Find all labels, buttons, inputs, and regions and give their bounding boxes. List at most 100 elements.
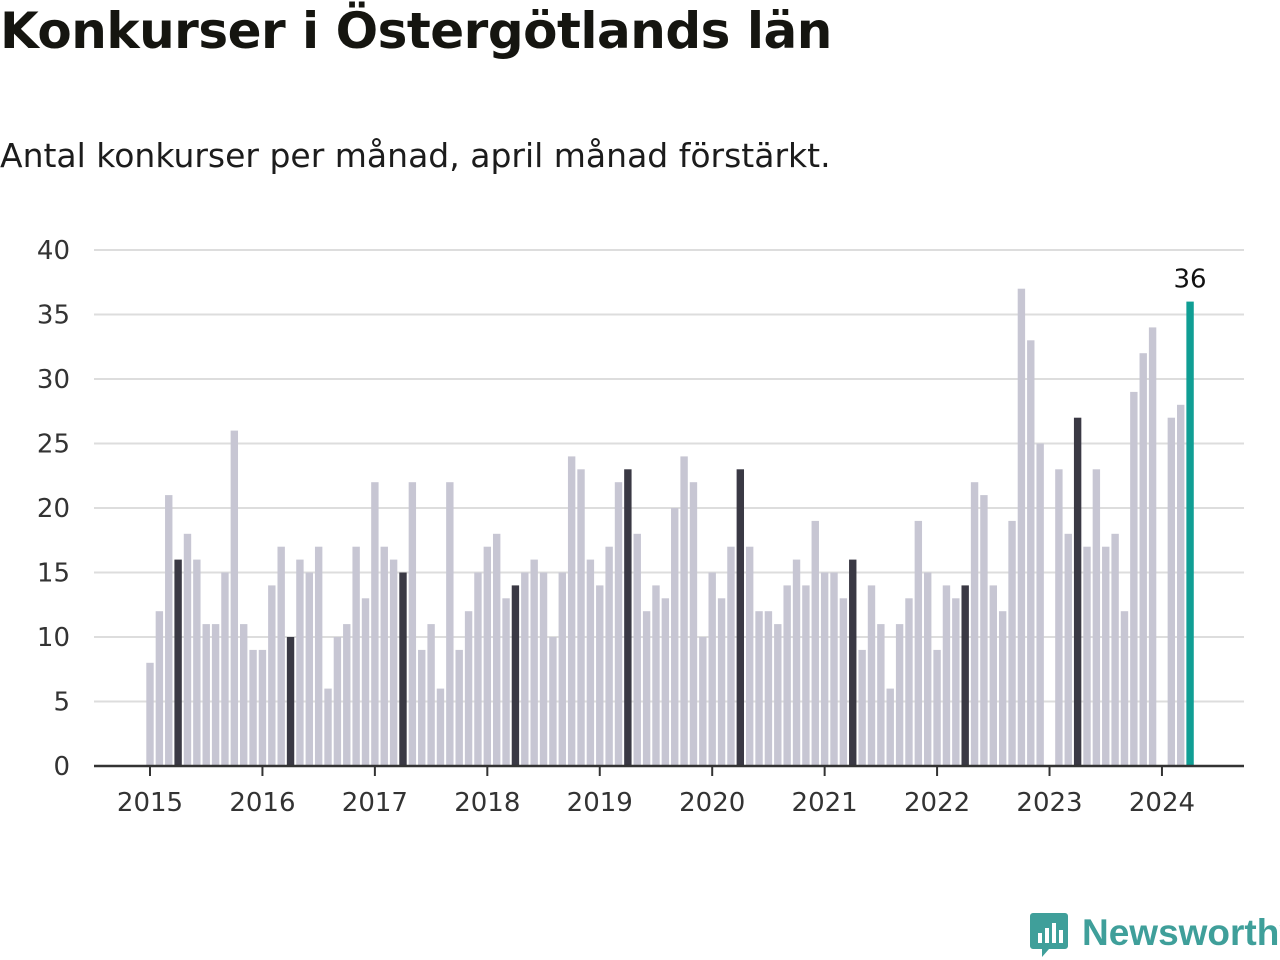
chart-subtitle: Antal konkurser per månad, april månad f…	[0, 136, 831, 175]
bar	[998, 611, 1007, 766]
bar	[1027, 340, 1035, 766]
bar	[1008, 520, 1016, 766]
bar	[1073, 417, 1082, 766]
y-tick-label: 25	[37, 430, 70, 460]
bar	[193, 559, 201, 766]
bar	[633, 533, 641, 766]
x-tick-label: 2023	[1016, 788, 1082, 818]
bar	[464, 611, 473, 766]
bar	[914, 520, 923, 766]
bar	[924, 572, 932, 766]
bar	[895, 624, 904, 766]
bar	[642, 611, 651, 766]
bar	[427, 624, 435, 766]
bar	[483, 546, 492, 766]
bar	[389, 559, 398, 766]
bar	[1186, 301, 1194, 766]
x-tick-label: 2022	[904, 788, 970, 818]
bar	[661, 598, 670, 766]
bar	[1083, 546, 1091, 766]
bar	[811, 520, 819, 766]
bar	[352, 546, 360, 766]
bar	[717, 598, 726, 766]
x-tick-label: 2024	[1129, 788, 1195, 818]
bar	[849, 559, 857, 766]
bar	[680, 456, 688, 766]
bar	[549, 637, 557, 766]
bar	[699, 637, 707, 766]
bar	[446, 482, 454, 766]
bar	[399, 572, 407, 766]
x-tick-label: 2017	[342, 788, 408, 818]
bar	[839, 598, 848, 766]
bar	[230, 430, 239, 766]
bar	[380, 546, 388, 766]
bar	[961, 585, 969, 766]
bar	[277, 546, 285, 766]
bar	[408, 482, 417, 766]
bar	[671, 508, 679, 766]
x-tick-label: 2016	[229, 788, 295, 818]
y-tick-label: 5	[53, 688, 70, 718]
y-tick-label: 30	[37, 365, 70, 395]
bar	[1064, 533, 1072, 766]
bar	[146, 662, 154, 766]
bar	[933, 649, 941, 766]
x-tick-label: 2021	[792, 788, 858, 818]
y-tick-label: 40	[37, 236, 70, 266]
bar	[820, 572, 829, 766]
bar	[586, 559, 595, 766]
bar	[165, 495, 173, 766]
bar	[755, 611, 763, 766]
bar	[474, 572, 482, 766]
bar	[1167, 417, 1176, 766]
bar	[286, 637, 295, 766]
y-tick-label: 10	[37, 623, 70, 653]
bar	[774, 624, 782, 766]
bar	[952, 598, 960, 766]
bar	[624, 469, 632, 766]
bar	[736, 469, 745, 766]
bar	[183, 533, 192, 766]
x-tick-label: 2015	[117, 788, 183, 818]
bar	[249, 649, 257, 766]
bar	[1111, 533, 1119, 766]
x-tick-label: 2020	[679, 788, 745, 818]
bar	[1139, 353, 1147, 766]
y-tick-label: 15	[37, 559, 70, 589]
bar	[614, 482, 623, 766]
bar	[989, 585, 997, 766]
bar	[727, 546, 735, 766]
bar	[1120, 611, 1129, 766]
bar	[418, 649, 426, 766]
bar	[202, 624, 210, 766]
bar	[942, 585, 951, 766]
bar-chart: 0 5 10 15 20 25 30 35 40 36 2015 2016 2017 2018 2019 20…	[37, 236, 1244, 818]
bar	[652, 585, 660, 766]
y-tick-label: 35	[37, 301, 70, 331]
bar	[858, 649, 866, 766]
bar	[783, 585, 791, 766]
bar	[980, 495, 988, 766]
bar	[492, 533, 501, 766]
bar	[324, 688, 332, 766]
bar	[867, 585, 876, 766]
bar	[1130, 391, 1138, 766]
newsworthy-brand: Newsworthy	[1030, 906, 1280, 960]
x-tick-label: 2019	[567, 788, 633, 818]
bar	[689, 482, 698, 766]
bar	[333, 637, 342, 766]
bar	[605, 546, 613, 766]
bar	[577, 469, 585, 766]
bar	[521, 572, 529, 766]
data-label: 36	[1174, 265, 1207, 295]
bar	[305, 572, 313, 766]
bar	[567, 456, 576, 766]
bar	[371, 482, 379, 766]
bar	[455, 649, 463, 766]
bar	[558, 572, 566, 766]
bar	[539, 572, 548, 766]
bar	[314, 546, 323, 766]
bar	[268, 585, 276, 766]
newsworthy-logo-icon	[1030, 913, 1068, 957]
